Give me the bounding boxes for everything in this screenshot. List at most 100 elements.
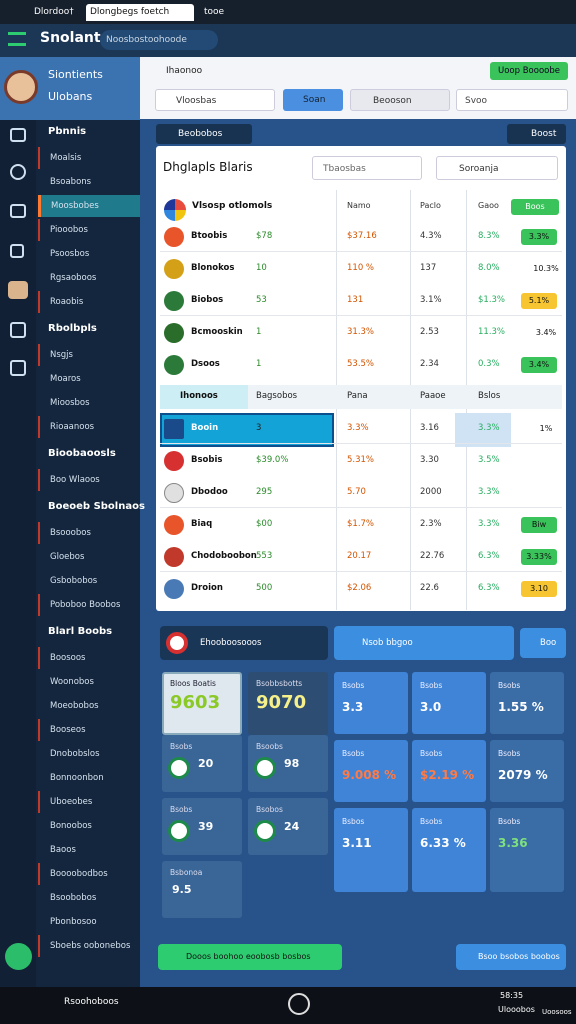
nav-icon[interactable] bbox=[10, 244, 24, 258]
section-tab[interactable]: Beobobos bbox=[156, 124, 252, 144]
status-button[interactable] bbox=[5, 943, 32, 970]
nav-item[interactable]: Moalsis bbox=[38, 147, 140, 169]
nav-item[interactable]: Roaobis bbox=[38, 291, 140, 313]
search-button[interactable]: Soan bbox=[283, 89, 343, 111]
row-name[interactable]: Ihonoos bbox=[180, 391, 218, 401]
nav-item[interactable]: Uboeobes bbox=[38, 791, 140, 813]
nav-item[interactable]: Rgsaoboos bbox=[38, 267, 140, 289]
stat-card[interactable] bbox=[412, 808, 486, 892]
menu-icon[interactable] bbox=[8, 32, 26, 46]
filter-select[interactable]: Beooson bbox=[350, 89, 450, 111]
nav-item[interactable]: Mioosbos bbox=[38, 392, 140, 414]
row-name[interactable]: Chodoboobon bbox=[191, 551, 257, 561]
nav-item[interactable]: Pbonbosoo bbox=[38, 911, 140, 933]
nav-item[interactable]: Moosbobes bbox=[38, 195, 140, 217]
row-icon bbox=[164, 419, 184, 439]
stat-value: 2079 % bbox=[498, 768, 548, 782]
panel-header[interactable]: Nsob bbgoo bbox=[334, 626, 514, 660]
row-name[interactable]: Booin bbox=[191, 423, 219, 433]
stat-title: Bsobs bbox=[342, 749, 365, 758]
nav-icon[interactable] bbox=[10, 322, 26, 338]
nav-item[interactable]: Booseos bbox=[38, 719, 140, 741]
row-name[interactable]: Biobos bbox=[191, 295, 224, 305]
row-name[interactable]: Biaq bbox=[191, 519, 213, 529]
row-cell: Pana bbox=[347, 391, 368, 401]
app-search[interactable]: Noosbostoohoode bbox=[100, 30, 218, 50]
nav-item[interactable]: Gsbobobos bbox=[38, 570, 140, 592]
nav-item[interactable]: Bonoobos bbox=[38, 815, 140, 837]
nav-item[interactable]: Nsgjs bbox=[38, 344, 140, 366]
row-cell: 3.3% bbox=[347, 423, 369, 433]
stat-value: 6.33 % bbox=[420, 836, 466, 850]
tab[interactable]: Dlordoo† bbox=[34, 7, 74, 17]
stat-icon bbox=[168, 757, 190, 779]
stat-title: Bsobs bbox=[498, 749, 521, 758]
sort-input[interactable]: Svoo bbox=[456, 89, 568, 111]
selected-row[interactable] bbox=[160, 413, 334, 447]
tab[interactable]: tooe bbox=[204, 7, 225, 17]
stat-card[interactable] bbox=[334, 672, 408, 734]
stat-card[interactable] bbox=[412, 740, 486, 802]
row-name[interactable]: Btoobis bbox=[191, 231, 228, 241]
nav-heading: Bioobaoosls bbox=[48, 448, 116, 459]
account-select[interactable]: Ihaonoo bbox=[166, 66, 203, 76]
nav-item[interactable]: Gloebos bbox=[38, 546, 140, 568]
stat-card[interactable] bbox=[162, 672, 242, 735]
nav-icon[interactable] bbox=[10, 164, 26, 180]
stat-card[interactable] bbox=[162, 861, 242, 918]
stat-card[interactable] bbox=[248, 672, 328, 735]
stat-card[interactable] bbox=[334, 740, 408, 802]
nav-item[interactable]: Bsooobos bbox=[38, 522, 140, 544]
nav-item[interactable]: Moeobobos bbox=[38, 695, 140, 717]
start-button[interactable] bbox=[288, 993, 310, 1015]
panel-button[interactable]: Boo bbox=[520, 628, 566, 658]
nav-item[interactable]: Piooobos bbox=[38, 219, 140, 241]
nav-item[interactable]: Woonobos bbox=[38, 671, 140, 693]
row-badge: 3.3% bbox=[521, 229, 557, 245]
stat-card[interactable] bbox=[490, 740, 564, 802]
row-name[interactable]: Bsobis bbox=[191, 455, 223, 465]
row-name[interactable]: Blonokos bbox=[191, 263, 235, 273]
nav-item[interactable]: Sboebs oobonebos bbox=[38, 935, 140, 957]
nav-icon[interactable] bbox=[10, 204, 26, 218]
nav-item[interactable]: Boosoos bbox=[38, 647, 140, 669]
nav-item[interactable]: Psoosbos bbox=[38, 243, 140, 265]
taskbar-user[interactable]: Uoosoos bbox=[542, 1008, 572, 1016]
stat-card[interactable] bbox=[334, 808, 408, 892]
footer-button[interactable]: Bsoo bsobos boobos bbox=[456, 944, 566, 970]
row-name[interactable]: Droion bbox=[191, 583, 223, 593]
nav-item[interactable]: Bsoobobos bbox=[38, 887, 140, 909]
nav-icon[interactable] bbox=[8, 281, 28, 299]
nav-item[interactable]: Boooobodbos bbox=[38, 863, 140, 885]
nav-item[interactable]: Bsoabons bbox=[38, 171, 140, 193]
panel-header[interactable]: Ehooboosooos bbox=[160, 626, 328, 660]
stat-card[interactable] bbox=[412, 672, 486, 734]
footer-button[interactable]: Dooos boohoo eoobosb bosbos bbox=[158, 944, 342, 970]
nav-item[interactable]: Bonnoonbon bbox=[38, 767, 140, 789]
stat-card[interactable] bbox=[490, 672, 564, 734]
nav-item[interactable]: Rioaanoos bbox=[38, 416, 140, 438]
table-search[interactable]: Soroanja bbox=[436, 156, 558, 180]
row-name[interactable]: Bcmooskin bbox=[191, 327, 243, 337]
taskbar-app[interactable]: Rsoohoboos bbox=[64, 997, 119, 1007]
row-cell: $37.16 bbox=[347, 231, 377, 241]
subheader-highlight bbox=[160, 385, 248, 409]
row-name[interactable]: Dbodoo bbox=[191, 487, 228, 497]
nav-item[interactable]: Baoos bbox=[38, 839, 140, 861]
nav-item[interactable]: Dnobobslos bbox=[38, 743, 140, 765]
nav-item[interactable]: Moaros bbox=[38, 368, 140, 390]
profile-name: Siontients bbox=[48, 68, 103, 81]
action-button[interactable]: Uoop Boooobe bbox=[490, 62, 568, 80]
nav-icon[interactable] bbox=[10, 128, 26, 142]
row-cell: 2.34 bbox=[420, 359, 439, 369]
nav-item[interactable]: Poboboo Boobos bbox=[38, 594, 140, 616]
nav-icon[interactable] bbox=[10, 360, 26, 376]
search-input[interactable]: Vloosbas bbox=[155, 89, 275, 111]
nav-item[interactable]: Boo Wlaoos bbox=[38, 469, 140, 491]
section-button[interactable]: Boost bbox=[507, 124, 566, 144]
row-name[interactable]: Dsoos bbox=[191, 359, 220, 369]
header-badge[interactable]: Boos bbox=[511, 199, 559, 215]
table-select[interactable]: Tbaosbas bbox=[312, 156, 422, 180]
tab[interactable]: Dlongbegs foetch bbox=[86, 4, 194, 21]
stat-card[interactable] bbox=[490, 808, 564, 892]
